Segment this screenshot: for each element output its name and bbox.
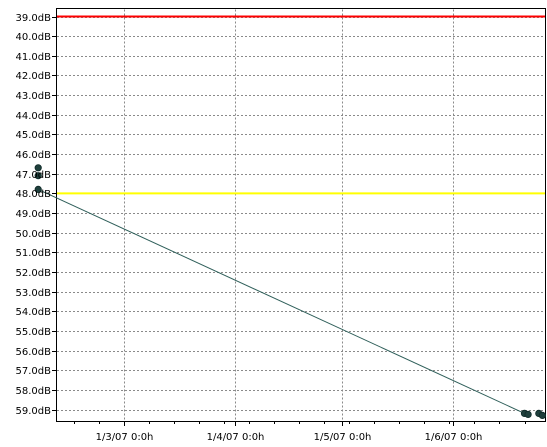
series-layer: [34, 164, 547, 419]
y-tick-label: 57.0dB: [16, 366, 52, 377]
y-tick-label: 55.0dB: [16, 327, 52, 338]
y-tick-label: 58.0dB: [16, 386, 52, 397]
data-point: [524, 410, 532, 418]
y-tick-label: 40.0dB: [16, 32, 52, 43]
y-tick-label: 56.0dB: [16, 347, 52, 358]
plot-frame: [56, 8, 546, 422]
y-tick-label: 53.0dB: [16, 288, 52, 299]
y-tick-label: 54.0dB: [16, 307, 52, 318]
x-tick-label: 1/6/07 0:0h: [425, 432, 483, 443]
y-tick-label: 45.0dB: [16, 130, 52, 141]
x-tick-label: 1/3/07 0:0h: [96, 432, 154, 443]
x-tick-label: 1/4/07 0:0h: [207, 432, 265, 443]
data-point: [34, 185, 42, 193]
reference-lines: [57, 15, 545, 195]
y-tick-label: 51.0dB: [16, 248, 52, 259]
y-tick-label: 44.0dB: [16, 111, 52, 122]
y-tick-label: 43.0dB: [16, 91, 52, 102]
y-tick-label: 52.0dB: [16, 268, 52, 279]
grid: [57, 9, 545, 421]
data-point: [34, 172, 42, 180]
y-tick-label: 41.0dB: [16, 52, 52, 63]
y-tick-label: 42.0dB: [16, 71, 52, 82]
y-axis: 39.0dB 40.0dB 41.0dB 42.0dB 43.0dB 44.0dB 45.0…: [16, 13, 57, 417]
y-tick-label: 59.0dB: [16, 406, 52, 417]
data-point: [538, 411, 547, 419]
x-axis: 1/3/07 0:0h 1/4/07 0:0h 1/5/07 0:0h 1/6/07 …: [74, 421, 526, 443]
y-tick-label: 46.0dB: [16, 150, 52, 161]
data-point: [34, 164, 42, 172]
y-tick-label: 48.0dB: [16, 189, 52, 200]
y-tick-label: 39.0dB: [16, 13, 52, 24]
y-tick-label: 47.0dB: [16, 170, 52, 181]
series-line: [37, 188, 525, 414]
y-tick-label: 49.0dB: [16, 209, 52, 220]
y-tick-label: 50.0dB: [16, 229, 52, 240]
x-tick-label: 1/5/07 0:0h: [314, 432, 372, 443]
